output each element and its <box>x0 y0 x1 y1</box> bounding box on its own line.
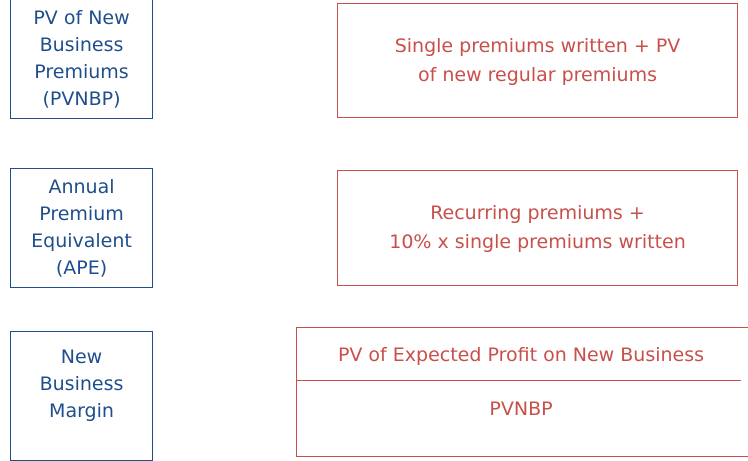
definition: Recurring premiums + <box>430 202 645 224</box>
label: PV of New <box>33 6 130 29</box>
label: Margin <box>49 400 114 422</box>
definition: of new regular premiums <box>417 63 657 86</box>
metric-box: New Business Margin <box>10 331 153 461</box>
label: Equivalent <box>31 230 132 252</box>
definition-box: Recurring premiums + 10% x single premiu… <box>337 170 738 286</box>
metric-box: Annual Premium Equivalent (APE) <box>10 168 153 288</box>
fraction-bar <box>297 380 741 381</box>
definition: Single premiums written + PV <box>394 34 681 57</box>
label: Premium <box>39 203 124 225</box>
label: New <box>60 346 103 368</box>
numerator: PV of Expected Profit on New Business <box>337 344 705 366</box>
definition: 10% x single premiums written <box>389 231 686 253</box>
label: (APE) <box>55 257 108 279</box>
label: Business <box>39 33 124 56</box>
label: Premiums <box>34 60 129 83</box>
definition-box: Single premiums written + PV of new regu… <box>337 3 738 118</box>
label: Annual <box>48 176 115 198</box>
denominator: PVNBP <box>489 398 553 420</box>
label: Business <box>39 373 124 395</box>
metric-box: PV of New Business Premiums (PVNBP) <box>10 0 153 119</box>
page: PV of New Business Premiums (PVNBP) Sing… <box>10 0 748 461</box>
formula-box: PV of Expected Profit on New Business PV… <box>296 327 748 457</box>
label: (PVNBP) <box>42 87 121 110</box>
